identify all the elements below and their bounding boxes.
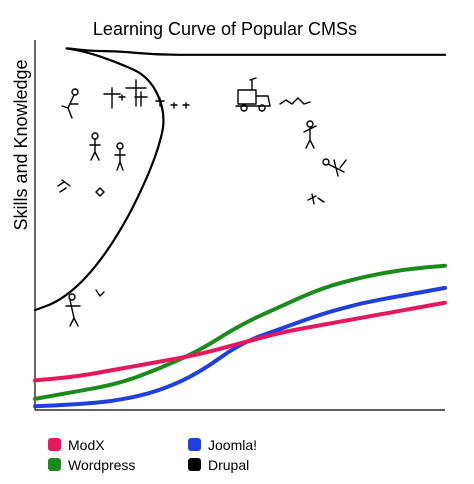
- legend-label-modx: ModX: [68, 437, 105, 453]
- series-lines: [33, 47, 447, 409]
- legend-swatch-drupal: [188, 458, 201, 471]
- legend-label-joomla: Joomla!: [208, 437, 257, 453]
- falling-figures-icon: [57, 88, 126, 327]
- y-axis-label: Skills and Knowledge: [11, 59, 31, 230]
- series-line-wordpress: [33, 263, 447, 401]
- legend-swatch-joomla: [188, 438, 201, 451]
- legend-item-modx: ModX: [48, 437, 105, 453]
- bulldozer-icon: [235, 77, 311, 112]
- legend-item-wordpress: Wordpress: [48, 457, 135, 473]
- legend-swatch-wordpress: [48, 458, 61, 471]
- legend-item-joomla: Joomla!: [188, 437, 257, 453]
- series-line-joomla: [33, 285, 447, 409]
- legend-label-drupal: Drupal: [208, 457, 249, 473]
- series-line-drupal: [33, 47, 447, 312]
- cliff-illustration: [57, 77, 347, 327]
- legend-item-drupal: Drupal: [188, 457, 249, 473]
- chart-title: Learning Curve of Popular CMSs: [93, 19, 357, 39]
- grave-cross-icon: [103, 79, 190, 109]
- legend-swatch-modx: [48, 438, 61, 451]
- right-falling-figures-icon: [303, 120, 347, 205]
- legend-label-wordpress: Wordpress: [68, 457, 135, 473]
- series-line-modx: [33, 300, 447, 383]
- legend: ModX Wordpress Joomla! Drupal: [48, 437, 257, 473]
